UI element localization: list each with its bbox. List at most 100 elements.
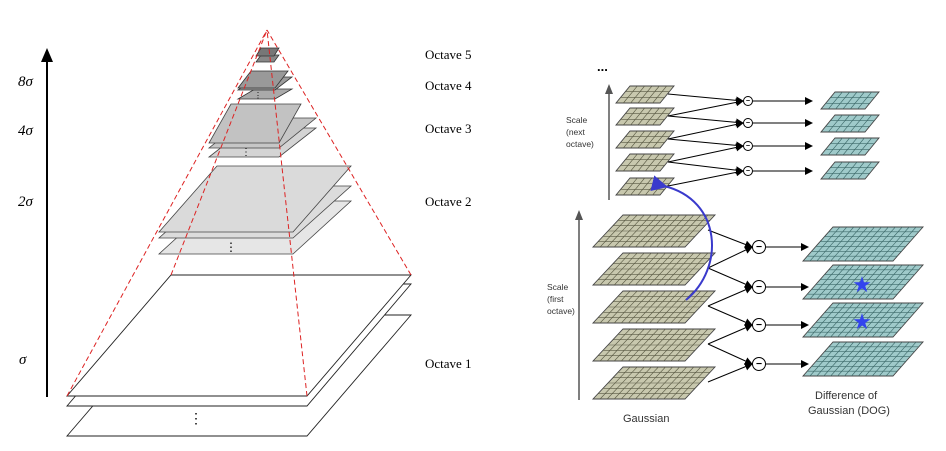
octave2-label: Octave 2 xyxy=(425,194,472,209)
first-dog-plate-3-grid-col xyxy=(851,302,882,338)
octave4-dots: ⋮ xyxy=(254,91,262,100)
scale-label-4sigma: 4σ xyxy=(18,123,34,139)
next-gaussian-plate-2-grid-col xyxy=(645,107,660,126)
first-minus-1 xyxy=(752,240,766,254)
next-gaussian-plate-3-grid-col xyxy=(623,130,638,149)
first-dog-plate-2-grid-col xyxy=(885,264,917,300)
first-arrow-a-3 xyxy=(707,305,753,326)
next-minus-4 xyxy=(743,166,753,176)
keypoint-star-icon-2: ★ xyxy=(852,310,872,335)
first-dog-plate-4-grid-col xyxy=(878,341,910,377)
next-gaussian-plate-1-grid-col xyxy=(630,85,645,104)
first-gaussian-plate-2 xyxy=(591,252,717,286)
next-arrow-b-4 xyxy=(667,168,744,187)
first-dog-plate-2 xyxy=(802,264,924,300)
first-arrow-b-4 xyxy=(707,362,753,383)
next-dog-plate-3-grid-col xyxy=(828,137,843,156)
first-dog-plate-3-grid-col xyxy=(823,302,854,338)
first-dog-plate-2-grid-col xyxy=(844,264,875,300)
first-dog-plate-3-grid-col xyxy=(837,302,868,338)
first-gaussian-plate-1 xyxy=(591,214,717,248)
first-minus-2-symbol: − xyxy=(756,282,762,293)
first-dog-plate-1-grid-col xyxy=(865,226,896,262)
first-dog-plate-1-grid-col xyxy=(878,226,910,262)
octave4-layer-1 xyxy=(237,70,289,89)
next-gaussian-plate-1 xyxy=(615,85,675,104)
dog-label-line-2: Gaussian (DOG) xyxy=(808,405,890,417)
next-minus-3-symbol: − xyxy=(746,141,750,150)
keypoint-star-icon-1: ★ xyxy=(852,273,872,298)
next-minus-2-symbol: − xyxy=(746,118,750,127)
next-gaussian-plate-2-grid-col xyxy=(623,107,638,126)
first-dog-plate-4-grid-col xyxy=(844,341,875,377)
next-gaussian-plate-2 xyxy=(615,107,675,126)
first-dog-plate-2-grid-col xyxy=(809,264,841,300)
scale-next-line-2: (next xyxy=(566,127,586,137)
octave4-layer-3 xyxy=(236,88,294,100)
first-dog-plate-4-grid-col xyxy=(865,341,896,377)
next-minus-2 xyxy=(743,118,753,128)
first-dog-plate-4-grid-col xyxy=(830,341,861,377)
first-minus-2 xyxy=(752,280,766,294)
next-dog-plate-2-grid-col xyxy=(857,114,872,133)
first-dog-plate-1-grid-col xyxy=(823,226,854,262)
next-arrow-a-1 xyxy=(667,93,744,105)
first-dog-plate-3-grid-col xyxy=(809,302,841,338)
first-dog-plate-1-surface xyxy=(802,226,924,262)
scale-label-8sigma: 8σ xyxy=(18,74,34,90)
next-gaussian-plate-4-grid-col xyxy=(630,153,645,172)
first-gaussian-plate-5 xyxy=(591,366,717,400)
octave2-dots: ⋮ xyxy=(225,240,237,254)
first-dog-plate-2-grid-col xyxy=(830,264,861,300)
next-dog-plate-1 xyxy=(820,91,880,110)
first-dog-plate-1 xyxy=(802,226,924,262)
first-dog-plate-4-surface xyxy=(802,341,924,377)
next-dog-plate-3-grid-col xyxy=(850,137,865,156)
first-arrow-b-2 xyxy=(707,286,753,307)
first-gaussian-plate-3 xyxy=(591,290,717,324)
next-arrow-a-3 xyxy=(667,138,744,150)
next-arrow-a-4 xyxy=(667,161,744,175)
next-dog-plate-2 xyxy=(820,114,880,133)
first-dog-plate-4 xyxy=(802,341,924,377)
first-dog-plate-3-grid-col xyxy=(830,302,861,338)
first-dog-plate-3-grid-col xyxy=(858,302,889,338)
next-dog-plate-2-grid-col xyxy=(850,114,865,133)
octave-link-curve xyxy=(650,175,713,301)
first-dog-plate-2-grid-col xyxy=(858,264,889,300)
first-gaussian-plate-4 xyxy=(591,328,717,362)
first-dog-plate-2-grid-col xyxy=(816,264,848,300)
first-dog-plate-2-grid-col xyxy=(837,264,868,300)
next-gaussian-plate-5-grid-col xyxy=(630,177,645,196)
first-minus-3 xyxy=(752,318,766,332)
scale-first-line-2: (first xyxy=(547,294,564,304)
next-minus-4-symbol: − xyxy=(746,166,750,175)
first-dog-plate-3-grid-col xyxy=(878,302,910,338)
scale-next-line-3: octave) xyxy=(566,139,594,149)
next-arrow-b-1 xyxy=(667,98,744,117)
next-dog-plate-1-grid-col xyxy=(835,91,850,110)
first-dog-plate-3-surface xyxy=(802,302,924,338)
octave3-dots: ⋮ xyxy=(241,147,251,158)
next-gaussian-plate-3-grid-col xyxy=(637,130,653,149)
next-arrow-b-3 xyxy=(667,143,744,163)
octave3-label: Octave 3 xyxy=(425,121,472,136)
first-minus-3-symbol: − xyxy=(756,320,762,331)
first-dog-plate-1-grid-col xyxy=(851,226,882,262)
first-dog-plate-2-grid-col xyxy=(865,264,896,300)
first-dog-plate-4-grid-col xyxy=(837,341,868,377)
first-minus-1-symbol: − xyxy=(756,242,762,253)
pyramid-envelope-back xyxy=(170,29,268,276)
next-gaussian-plate-2-grid-col xyxy=(652,107,667,126)
next-dog-plate-2-grid-col xyxy=(835,114,850,133)
next-gaussian-plate-5-grid-col xyxy=(637,177,653,196)
first-arrow-a-1 xyxy=(707,229,753,249)
next-gaussian-plate-5-grid-col xyxy=(623,177,638,196)
scale-first-line-1: Scale xyxy=(547,282,569,292)
next-gaussian-plate-4-grid-col xyxy=(637,153,653,172)
first-dog-plate-4-grid-col xyxy=(885,341,917,377)
next-gaussian-plate-3 xyxy=(615,130,675,149)
next-gaussian-plate-3-grid-col xyxy=(645,130,660,149)
first-arrow-b-1 xyxy=(707,246,753,269)
